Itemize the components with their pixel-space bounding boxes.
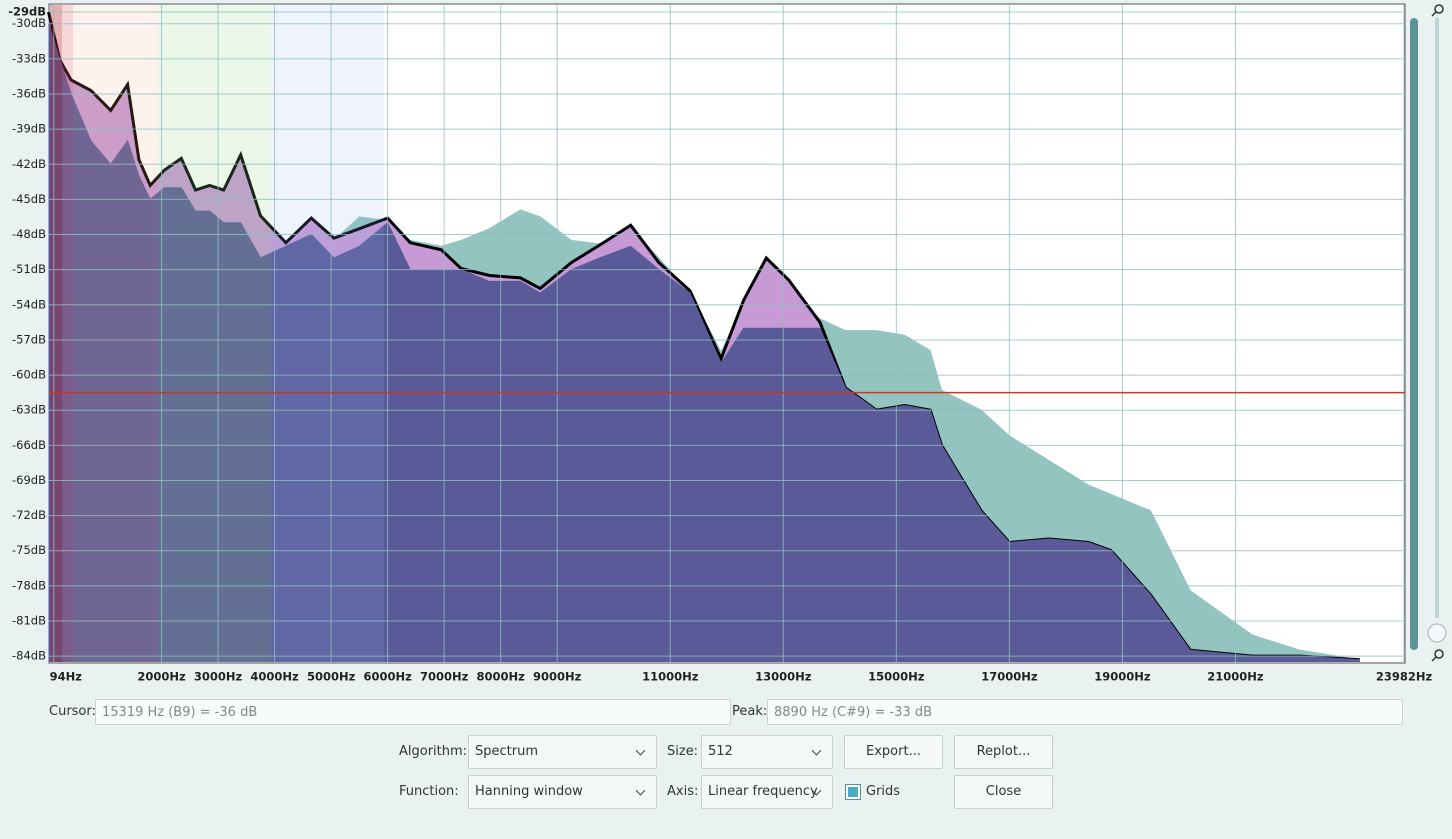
zoom-in-icon[interactable] — [1431, 4, 1444, 17]
peak-field: 8890 Hz (C#9) = -33 dB — [767, 699, 1403, 725]
x-tick-label: 23982Hz — [1376, 670, 1433, 684]
y-tick-label: -48dB — [12, 227, 46, 241]
x-tick-label: 4000Hz — [250, 670, 299, 684]
spectrum-area — [48, 23, 1360, 662]
size-select[interactable]: 512 — [701, 735, 833, 769]
grids-label[interactable]: Grids — [866, 784, 901, 799]
zoom-handle[interactable] — [1427, 623, 1447, 643]
spectrum-edge — [48, 23, 1360, 661]
y-tick-label: -57dB — [12, 332, 46, 346]
y-tick-label: -72dB — [12, 508, 46, 522]
y-tick-label: -45dB — [12, 192, 46, 206]
y-tick-label: -78dB — [12, 578, 46, 592]
cursor-label: Cursor: — [49, 704, 96, 719]
band — [62, 5, 73, 662]
function-label: Function: — [399, 784, 459, 799]
y-tick-label: -75dB — [12, 543, 46, 557]
export-button[interactable]: Export... — [844, 735, 943, 769]
x-tick-label: 2000Hz — [137, 670, 186, 684]
x-tick-label: 5000Hz — [307, 670, 356, 684]
band — [73, 5, 158, 662]
y-tick-label: -51dB — [12, 262, 46, 276]
y-tick-label: -33dB — [12, 51, 46, 65]
x-tick-label: 13000Hz — [755, 670, 812, 684]
x-tick-label: 19000Hz — [1094, 670, 1151, 684]
y-tick-label: -84dB — [12, 649, 46, 663]
band — [158, 5, 271, 662]
x-tick-label: 17000Hz — [981, 670, 1038, 684]
y-tick-label: -81dB — [12, 614, 46, 628]
y-tick-label: -30dB — [12, 16, 46, 30]
y-tick-label: -29dB — [8, 5, 46, 19]
y-tick-label: -54dB — [12, 297, 46, 311]
axis-select[interactable]: Linear frequency — [701, 775, 833, 809]
spectrum-plot: -29dB-30dB -33dB -36dB -39dB -42dB -45dB -48dB… — [8, 3, 1447, 684]
x-tick-label: 9000Hz — [533, 670, 582, 684]
x-tick-label: 7000Hz — [420, 670, 469, 684]
replot-button[interactable]: Replot... — [954, 735, 1053, 769]
y-tick-label: -42dB — [12, 157, 46, 171]
cursor-field: 15319 Hz (B9) = -36 dB — [95, 699, 731, 725]
scrollbar[interactable] — [1410, 18, 1418, 650]
x-tick-label: 3000Hz — [194, 670, 243, 684]
x-tick-label: 94Hz — [50, 670, 83, 684]
grids-checkbox[interactable] — [845, 784, 861, 800]
zoom-track — [1435, 18, 1439, 618]
zoom-out-icon[interactable] — [1431, 649, 1444, 662]
band — [271, 5, 384, 662]
band — [50, 5, 62, 662]
y-tick-label: -39dB — [12, 122, 46, 136]
x-tick-label: 6000Hz — [363, 670, 412, 684]
peak-label: Peak: — [732, 704, 768, 719]
x-tick-label: 11000Hz — [642, 670, 699, 684]
x-tick-label: 15000Hz — [868, 670, 925, 684]
algorithm-select[interactable]: Spectrum — [468, 735, 657, 769]
close-button[interactable]: Close — [954, 775, 1053, 809]
y-tick-label: -66dB — [12, 438, 46, 452]
x-tick-label: 8000Hz — [477, 670, 526, 684]
algorithm-label: Algorithm: — [399, 744, 468, 759]
function-select[interactable]: Hanning window — [468, 775, 657, 809]
y-tick-label: -69dB — [12, 473, 46, 487]
size-label: Size: — [667, 744, 699, 759]
y-tick-label: -63dB — [12, 403, 46, 417]
x-tick-label: 21000Hz — [1207, 670, 1264, 684]
axis-label: Axis: — [667, 784, 699, 799]
y-tick-label: -60dB — [12, 368, 46, 382]
frequency-bands — [50, 5, 384, 662]
y-tick-label: -36dB — [12, 87, 46, 101]
